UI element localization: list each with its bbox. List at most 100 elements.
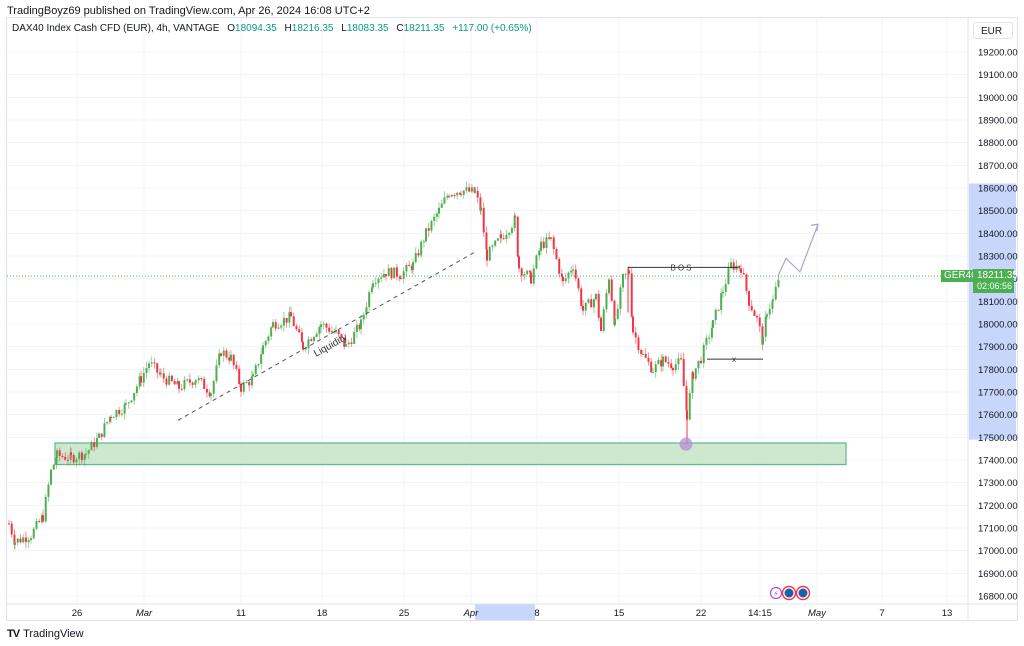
candle-down xyxy=(61,455,64,457)
candle-up xyxy=(727,268,730,285)
candle-down xyxy=(140,376,142,383)
candle-up xyxy=(523,274,526,276)
candle-up xyxy=(218,353,221,366)
candle-up xyxy=(123,403,126,414)
candle-up xyxy=(724,284,727,292)
candle-up xyxy=(592,299,595,308)
candle-up xyxy=(387,268,390,277)
candle-up xyxy=(708,337,711,339)
candle-down xyxy=(732,262,735,270)
candle-down xyxy=(742,272,745,275)
candle-down xyxy=(100,433,103,437)
time-range-highlight xyxy=(475,604,535,620)
tradingview-logo[interactable]: TV TradingView xyxy=(7,628,84,640)
candle-down xyxy=(24,537,27,543)
candle-down xyxy=(66,459,69,461)
candle-up xyxy=(133,392,136,401)
candle-down xyxy=(70,452,72,455)
candle-up xyxy=(616,308,619,319)
candle-up xyxy=(425,228,427,242)
candle-down xyxy=(225,350,228,358)
candle-up xyxy=(98,433,100,439)
candle-up xyxy=(106,421,109,424)
candle-up xyxy=(768,308,771,315)
candle-up xyxy=(260,354,263,364)
candle-down xyxy=(485,232,488,250)
candle-up xyxy=(95,438,98,448)
candle-down xyxy=(632,316,634,333)
candle-up xyxy=(730,262,732,269)
candle-up xyxy=(720,293,723,310)
candle-down xyxy=(672,368,674,371)
candle-down xyxy=(290,312,292,317)
candle-down xyxy=(310,339,313,342)
candle-down xyxy=(298,329,301,333)
candle-up xyxy=(35,521,38,529)
candle-down xyxy=(343,337,346,347)
candle-up xyxy=(545,237,548,248)
candle-down xyxy=(600,317,602,331)
price-tick-label: 16800.00 xyxy=(978,592,1018,603)
candle-down xyxy=(670,363,673,369)
candle-down xyxy=(758,317,761,327)
candle-down xyxy=(574,269,577,279)
candle-down xyxy=(476,190,479,198)
candle-down xyxy=(610,279,613,301)
candle-up xyxy=(393,267,396,279)
candle-up xyxy=(540,241,542,251)
demand-zone-rectangle[interactable] xyxy=(54,442,847,466)
candle-up xyxy=(267,336,270,341)
candle-down xyxy=(153,362,156,364)
candle-up xyxy=(288,312,291,323)
time-tick-label: 22 xyxy=(696,608,707,619)
candle-up xyxy=(422,241,425,243)
candle-down xyxy=(232,354,235,366)
candle-up xyxy=(771,300,774,309)
projection-arrowhead xyxy=(810,223,819,232)
candle-down xyxy=(680,358,682,360)
candle-down xyxy=(248,382,251,386)
candle-up xyxy=(148,363,150,369)
candle-up xyxy=(195,380,197,382)
candle-down xyxy=(717,309,720,311)
candle-up xyxy=(605,293,608,310)
candle-up xyxy=(257,363,260,366)
candle-up xyxy=(674,364,677,371)
candle-down xyxy=(350,342,353,344)
chart-frame[interactable] xyxy=(6,17,1018,621)
candle-down xyxy=(205,388,208,393)
candle-up xyxy=(55,457,58,465)
candle-up xyxy=(138,376,141,387)
candle-up xyxy=(488,246,491,261)
candle-down xyxy=(58,450,61,456)
candle-down xyxy=(118,409,121,415)
sweep-marker[interactable] xyxy=(679,437,693,451)
candle-up xyxy=(90,442,93,451)
candle-up xyxy=(252,374,254,377)
candle-down xyxy=(520,268,523,276)
liquidity-trendline[interactable] xyxy=(177,251,477,421)
ohlc-close: C18211.35 xyxy=(396,23,445,34)
candle-down xyxy=(410,266,413,271)
lightning-event-icon[interactable] xyxy=(769,586,783,600)
candle-up xyxy=(496,238,499,241)
time-tick-label: Mar xyxy=(136,608,153,619)
candle-down xyxy=(682,359,685,387)
candle-up xyxy=(722,291,724,294)
candle-up xyxy=(438,207,440,214)
candle-up xyxy=(280,325,283,328)
time-tick-label: May xyxy=(808,608,827,619)
projection-path[interactable] xyxy=(777,224,819,277)
candle-down xyxy=(753,310,756,317)
candle-up xyxy=(462,190,465,195)
candle-up xyxy=(83,454,86,461)
candle-up xyxy=(47,484,50,497)
candle-up xyxy=(764,316,767,337)
currency-button[interactable]: EUR xyxy=(973,22,1013,39)
candle-up xyxy=(312,336,315,342)
candle-up xyxy=(125,403,127,405)
candle-down xyxy=(208,392,211,397)
candle-up xyxy=(353,332,356,344)
candle-up xyxy=(245,382,248,384)
